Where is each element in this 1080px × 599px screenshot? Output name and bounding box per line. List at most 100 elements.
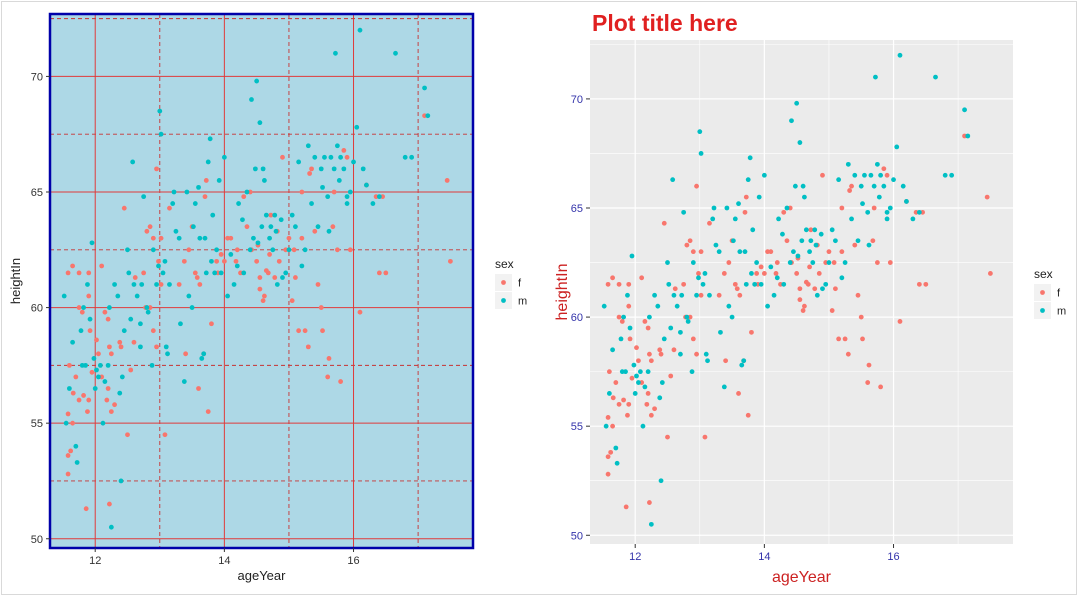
data-point-f xyxy=(117,339,123,345)
data-point-m xyxy=(839,275,845,281)
data-point-m xyxy=(962,107,967,113)
data-point-f xyxy=(606,369,612,375)
data-point-m xyxy=(845,161,851,167)
data-point-m xyxy=(736,201,741,207)
data-point-m xyxy=(364,182,369,188)
data-point-m xyxy=(251,235,256,241)
data-point-f xyxy=(218,252,224,257)
data-point-f xyxy=(749,329,754,335)
data-point-m xyxy=(209,258,214,264)
data-point-m xyxy=(320,184,325,190)
data-point-f xyxy=(291,247,297,253)
data-point-f xyxy=(665,434,670,440)
data-point-m xyxy=(170,201,176,206)
data-point-m xyxy=(149,362,155,368)
data-point-f xyxy=(874,260,880,265)
data-point-f xyxy=(842,336,848,342)
plot-panel xyxy=(590,40,1013,544)
data-point-f xyxy=(852,242,858,248)
data-point-f xyxy=(690,336,696,342)
data-point-f xyxy=(83,506,89,512)
data-point-m xyxy=(678,351,683,357)
data-point-m xyxy=(829,227,835,233)
data-point-m xyxy=(868,172,874,178)
data-point-f xyxy=(634,345,639,351)
data-point-m xyxy=(910,216,916,222)
data-point-m xyxy=(965,133,971,139)
data-point-f xyxy=(605,471,611,477)
data-point-f xyxy=(616,314,622,320)
data-point-m xyxy=(150,247,156,253)
data-point-m xyxy=(89,240,95,246)
data-point-f xyxy=(272,275,278,280)
data-point-f xyxy=(197,282,203,287)
data-point-m xyxy=(85,282,90,287)
data-point-f xyxy=(610,423,616,429)
data-point-m xyxy=(309,201,314,206)
data-point-m xyxy=(334,143,340,149)
data-point-f xyxy=(984,194,990,200)
data-point-f xyxy=(302,328,308,334)
data-point-m xyxy=(833,238,838,244)
data-point-m xyxy=(240,217,245,223)
data-point-m xyxy=(710,216,716,222)
data-point-m xyxy=(729,314,735,320)
data-point-f xyxy=(376,270,382,276)
data-point-f xyxy=(657,347,663,353)
data-point-m xyxy=(293,224,298,230)
data-point-m xyxy=(655,303,661,309)
data-point-f xyxy=(66,362,72,368)
data-point-f xyxy=(94,337,99,343)
data-point-f xyxy=(855,292,861,298)
data-point-f xyxy=(221,258,227,264)
data-point-f xyxy=(183,351,189,357)
data-point-m xyxy=(658,478,664,484)
data-point-m xyxy=(260,166,266,172)
data-point-m xyxy=(690,260,696,265)
data-point-f xyxy=(96,351,101,357)
data-point-m xyxy=(634,373,639,379)
data-point-m xyxy=(249,97,254,102)
data-point-m xyxy=(154,282,159,287)
data-point-f xyxy=(626,281,632,287)
data-point-f xyxy=(209,321,214,327)
data-point-m xyxy=(312,154,318,160)
data-point-f xyxy=(347,247,353,253)
data-point-f xyxy=(107,344,112,350)
data-point-m xyxy=(262,178,267,183)
data-point-f xyxy=(768,249,774,255)
data-point-f xyxy=(241,194,247,200)
data-point-m xyxy=(876,194,882,200)
data-point-f xyxy=(357,309,363,315)
data-point-m xyxy=(393,50,398,56)
data-point-f xyxy=(690,249,696,255)
data-point-f xyxy=(228,235,234,241)
data-point-f xyxy=(621,397,626,403)
data-point-m xyxy=(614,460,620,466)
data-point-f xyxy=(884,172,890,178)
data-point-m xyxy=(800,183,806,189)
data-point-m xyxy=(894,144,900,150)
data-point-f xyxy=(205,409,211,415)
data-point-f xyxy=(648,412,654,418)
data-point-f xyxy=(694,183,699,189)
data-point-f xyxy=(871,205,877,211)
data-point-m xyxy=(613,445,619,451)
data-point-m xyxy=(190,224,196,230)
data-point-m xyxy=(756,194,762,200)
data-point-f xyxy=(647,500,652,505)
data-point-m xyxy=(826,260,832,265)
data-point-f xyxy=(847,188,853,193)
data-point-m xyxy=(186,293,192,299)
data-point-m xyxy=(743,281,749,287)
data-point-m xyxy=(173,228,179,234)
legend-marker-f xyxy=(501,280,506,285)
data-point-f xyxy=(105,386,111,391)
data-point-m xyxy=(858,183,864,189)
data-point-f xyxy=(878,384,884,390)
data-point-f xyxy=(86,397,92,403)
data-point-f xyxy=(702,434,708,440)
data-point-m xyxy=(236,201,241,206)
data-point-m xyxy=(425,113,431,119)
data-point-m xyxy=(115,293,121,299)
